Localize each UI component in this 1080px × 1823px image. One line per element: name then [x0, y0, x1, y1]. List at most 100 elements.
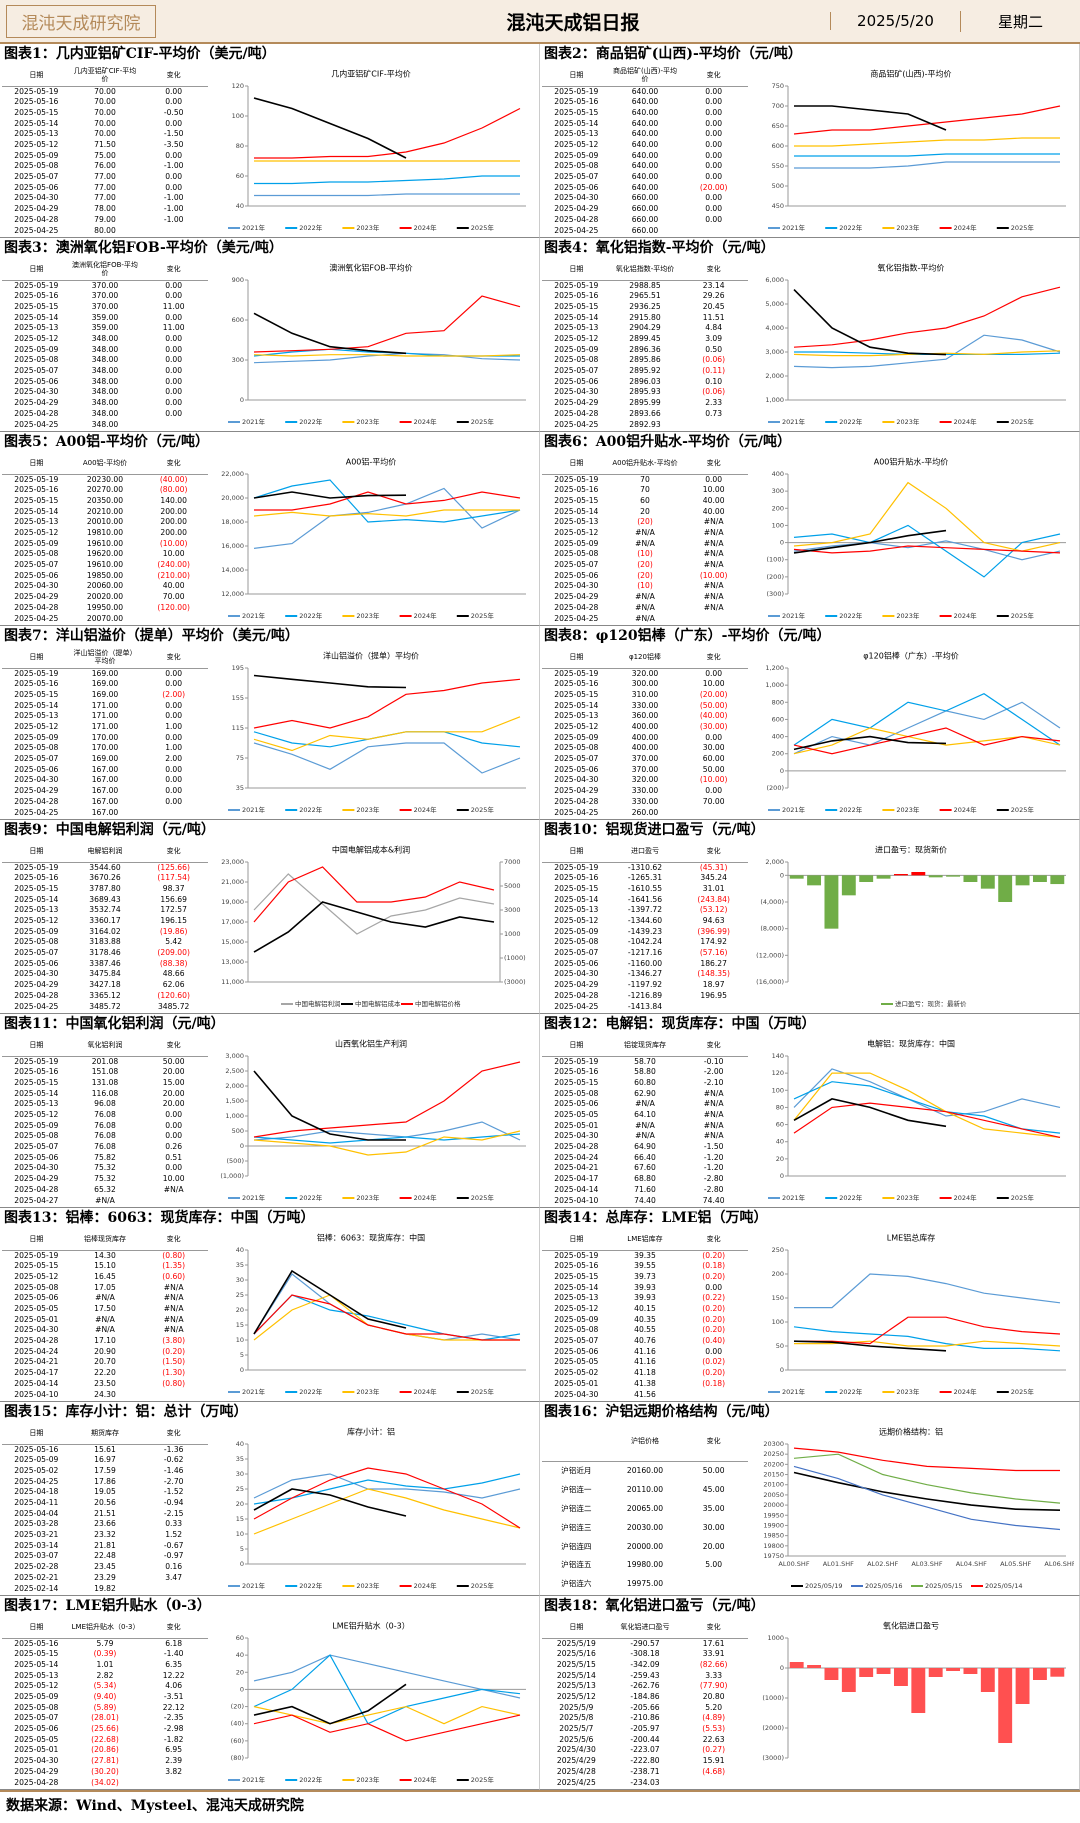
legend-label: 2024年: [954, 1387, 978, 1396]
table-cell: #N/A: [703, 1088, 724, 1098]
y-tick-label: (200): [767, 784, 784, 792]
table-row: 2025-05-07 76.08 0.26: [2, 1142, 208, 1153]
table-cell: 58.80: [634, 1067, 656, 1077]
table-cell: 0.00: [705, 474, 723, 484]
data-table: 日期 几内亚铝矿CIF-平均价 变化 2025-05-19 70.00 0.00 2025-…: [2, 64, 208, 236]
chart-title: LME铝升贴水（0-3）: [332, 1621, 409, 1631]
table-cell: 345.24: [700, 873, 727, 883]
table-cell: 70.00: [162, 592, 185, 602]
table-cell: [139, 613, 208, 624]
table-cell: 2025-05-13: [14, 711, 59, 721]
table-cell: -1641.56: [627, 894, 663, 904]
table-cell: 0.00: [165, 796, 183, 806]
table-row: 2025-05-16 20270.00 (80.00): [2, 485, 208, 496]
table-cell: 3365.12: [89, 990, 121, 1000]
table-cell: 370.00: [91, 291, 119, 301]
legend-label: 2022年: [839, 805, 863, 814]
legend-label: 2023年: [896, 223, 920, 232]
table-row: 2025-05-16 640.00 0.00: [542, 97, 748, 108]
table-row: 2025-05-19 70.00 0.00: [2, 86, 208, 97]
table-row: 2025-05-13 359.00 11.00: [2, 323, 208, 334]
table-cell: 2936.25: [629, 301, 661, 311]
table-cell: 17.59: [94, 1465, 116, 1475]
panel-body: 日期 氧化铝指数-平均价 变化 2025-05-19 2988.85 23.14 2025-…: [540, 258, 1079, 430]
table-cell: 24.30: [94, 1389, 116, 1399]
table-row: 2025-02-28 23.45 0.16: [2, 1562, 208, 1573]
table-cell: 10.00: [702, 485, 725, 495]
legend-label: 2024年: [414, 223, 438, 232]
table-cell: 2025-02-28: [14, 1562, 59, 1572]
table-cell: 2025-05-14: [14, 1659, 59, 1669]
table-row: 2025-05-14 -1641.56 (243.84): [542, 894, 748, 905]
table-cell: (0.02): [702, 1357, 726, 1367]
table-cell: 40.00: [702, 506, 725, 516]
table-cell: 2025-04-25: [14, 419, 59, 429]
table-cell: 70.00: [94, 107, 116, 117]
table-cell: 2025-05-06: [14, 1293, 59, 1303]
table-cell: 70.00: [702, 796, 725, 806]
panel-title: 图表11：中国氧化铝利润（元/吨）: [4, 1016, 225, 1032]
chart-title: LME铝总库存: [887, 1233, 935, 1243]
table-cell: [679, 225, 748, 236]
legend-label: 2025年: [1011, 223, 1035, 232]
y-tick-label: (500): [227, 1157, 244, 1165]
y-tick-label: 155: [232, 694, 244, 702]
legend-label: 2023年: [356, 805, 380, 814]
table-cell: 2025-05-08: [14, 161, 59, 171]
legend-label: 2022年: [839, 223, 863, 232]
table-cell: 3532.74: [89, 905, 121, 915]
chart-title: 澳洲氧化铝FOB-平均价: [329, 263, 412, 273]
table-cell: 2025/5/19: [556, 1638, 596, 1648]
series-line: [793, 1068, 1061, 1117]
panel-title: 图表18：氧化铝进口盈亏（元/吨）: [544, 1598, 765, 1614]
table-cell: 2025-04-30: [554, 969, 599, 979]
table-cell: 2895.99: [629, 398, 661, 408]
table-cell: 30.00: [702, 1522, 725, 1532]
y-tick-label: 23,000: [221, 858, 244, 866]
table-cell: 20000.00: [626, 1541, 664, 1551]
table-cell: [139, 225, 208, 236]
table-cell: #N/A: [635, 538, 655, 548]
table-cell: 20.80: [702, 1691, 725, 1701]
y-tick-label: 3,000: [765, 348, 784, 356]
legend-label: 2021年: [242, 1775, 266, 1784]
table-cell: 660.00: [631, 204, 659, 214]
table-row: 2025-05-09 -1439.23 (396.99): [542, 926, 748, 937]
series-line: [253, 1061, 521, 1138]
table-row: 2025-05-15 60 40.00: [542, 495, 748, 506]
table-row: 2025-05-07 (28.01) -2.35: [2, 1713, 208, 1724]
table-row: 2025-05-08 2895.86 (0.06): [542, 355, 748, 366]
table-cell: 2025-04-17: [554, 1174, 599, 1184]
table-cell: 76.08: [94, 1120, 116, 1130]
column-header: 日期: [542, 1034, 611, 1057]
table-cell: (0.20): [702, 1314, 726, 1324]
table-cell: 2025-05-09: [554, 538, 599, 548]
table-cell: [679, 1001, 748, 1012]
table-cell: 2025-05-06: [14, 764, 59, 774]
legend-label: 2024年: [954, 1193, 978, 1202]
y-tick-label: 30: [236, 1276, 244, 1284]
table-cell: 169.00: [91, 679, 119, 689]
table-cell: -200.44: [630, 1734, 660, 1744]
table-cell: 39.93: [634, 1293, 656, 1303]
table-cell: 2904.29: [629, 323, 661, 333]
series-line: [793, 1453, 1061, 1504]
series-line: [253, 1654, 521, 1725]
table-cell: 2025-05-15: [554, 301, 599, 311]
table-cell: 0.00: [165, 376, 183, 386]
series-line: [253, 295, 521, 353]
table-cell: 19620.00: [86, 549, 124, 559]
table-cell: 48.66: [162, 969, 185, 979]
table-cell: 2892.93: [629, 419, 661, 429]
table-cell: -262.76: [630, 1681, 660, 1691]
table-row: 2025/5/16 -308.18 33.91: [542, 1649, 748, 1660]
table-cell: 2025-05-13: [554, 323, 599, 333]
table-cell: 0.00: [165, 355, 183, 365]
panel-body: 日期 氧化铝利润 变化 2025-05-19 201.08 50.00 2025-05-16…: [0, 1034, 539, 1206]
table-row: 2025-04-28 #N/A #N/A: [542, 602, 748, 613]
table-cell: 2025-04-28: [14, 214, 59, 224]
table-cell: 2025-05-12: [14, 721, 59, 731]
table-row: 2025-04-28 19950.00 (120.00): [2, 602, 208, 613]
table-cell: 0.00: [165, 86, 183, 96]
table-row: 2025-05-15 2936.25 20.45: [542, 301, 748, 312]
